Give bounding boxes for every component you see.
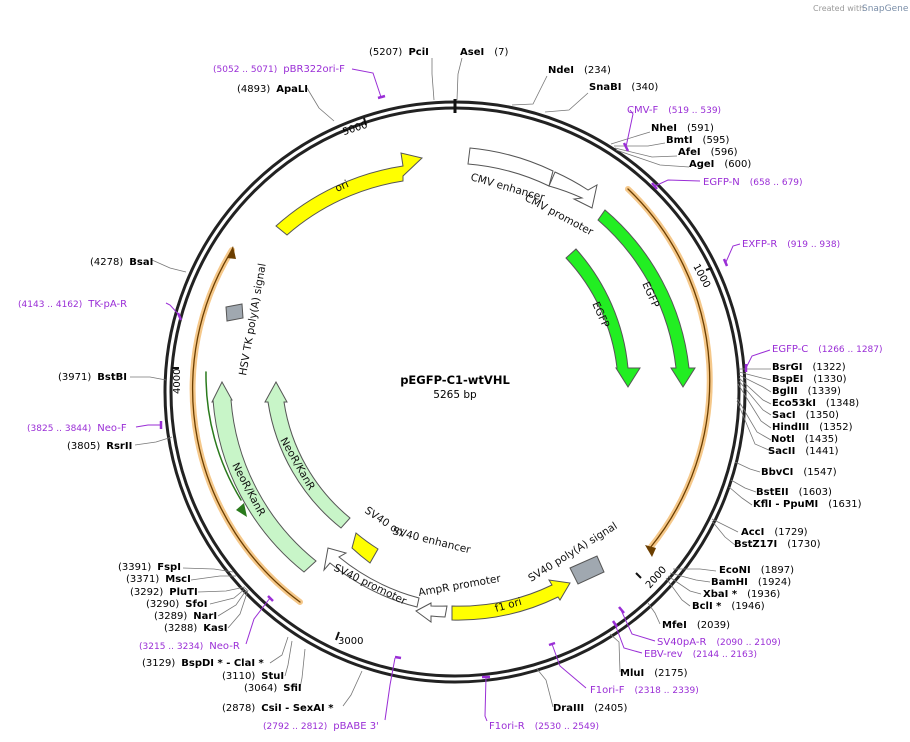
feature-arrow-sv40-promoter xyxy=(323,547,420,608)
enzyme-asei: AseI (7) xyxy=(460,47,508,58)
enzyme-agei: AgeI (600) xyxy=(689,159,751,170)
enzyme-acci: AccI (1729) xyxy=(741,527,808,538)
feature-arrow-f1-ori xyxy=(451,579,571,621)
enzyme-bstz17i: BstZ17I (1730) xyxy=(734,539,821,550)
enzyme-sacii: SacII (1441) xyxy=(768,446,839,457)
primer-neo-f: (3825 .. 3844) Neo-F xyxy=(27,423,127,434)
feature-label-hsv-tk-polya: HSV TK poly(A) signal xyxy=(237,262,269,376)
enzyme-bamhi: BamHI (1924) xyxy=(711,577,791,588)
feature-arrow-cmv-promoter xyxy=(548,171,598,209)
primer-tk-pa-r: (4143 .. 4162) TK-pA-R xyxy=(18,299,127,310)
enzyme-draiii: DraIII (2405) xyxy=(553,703,628,714)
enzyme-leaders xyxy=(130,57,772,708)
enzyme-bspdi-clai: (3129) BspDI * - ClaI * xyxy=(142,658,265,669)
primer-pbabe-3: (2792 .. 2812) pBABE 3' xyxy=(263,721,379,732)
enzyme-bcli: BclI * (1946) xyxy=(692,601,765,612)
arc-arrow-tk xyxy=(227,246,236,259)
credit-text: Created with xyxy=(813,4,864,13)
arc-arrow-egfp xyxy=(645,545,656,557)
enzyme-sfoi: (3290) SfoI xyxy=(146,599,207,610)
tick-4000: 4000 xyxy=(172,369,183,394)
enzyme-kfli-ppumi: KflI - PpuMI (1631) xyxy=(753,499,862,510)
feature-arrow-ori xyxy=(275,152,424,236)
feature-label-ori: ori xyxy=(333,178,350,195)
primer-egfp-c: EGFP-C (1266 .. 1287) xyxy=(772,344,883,355)
enzyme-nhei: NheI (591) xyxy=(651,123,714,134)
primer-f1ori-f: F1ori-F (2318 .. 2339) xyxy=(590,685,699,696)
enzyme-bsteii: BstEII (1603) xyxy=(756,487,832,498)
plasmid-name: pEGFP-C1-wtVHL xyxy=(400,373,510,387)
enzyme-apali: (4893) ApaLI xyxy=(237,84,308,95)
primer-egfp-n: EGFP-N (658 .. 679) xyxy=(703,177,803,188)
enzyme-sfii: (3064) SfiI xyxy=(244,683,302,694)
feature-arrow-ampr-promoter xyxy=(415,602,448,623)
feature-arrow-neor-outer xyxy=(211,380,317,573)
enzyme-saci: SacI (1350) xyxy=(772,410,839,421)
enzyme-econi: EcoNI (1897) xyxy=(719,565,794,576)
enzyme-hindiii: HindIII (1352) xyxy=(772,422,853,433)
enzyme-csii-sexai: (2878) CsiI - SexAI * xyxy=(222,703,334,714)
feature-arrow-egfp-outer xyxy=(597,209,696,388)
enzyme-pcii: (5207) PciI xyxy=(369,47,429,58)
feature-label-neor-inner: NeoR/KanR xyxy=(277,436,317,493)
enzyme-bstbi: (3971) BstBI xyxy=(58,372,127,383)
primer-pbr322ori-f: (5052 .. 5071) pBR322ori-F xyxy=(213,64,345,75)
enzyme-kasi: (3288) KasI xyxy=(164,623,227,634)
tick-3000: 3000 xyxy=(338,636,363,647)
enzyme-xbai: XbaI * (1936) xyxy=(703,589,780,600)
primer-cmv-f: CMV-F (519 .. 539) xyxy=(627,105,721,116)
plasmid-size: 5265 bp xyxy=(433,389,477,401)
enzyme-pluti: (3292) PluTI xyxy=(130,587,198,598)
enzyme-noti: NotI (1435) xyxy=(771,434,838,445)
feature-label-ampr-promoter: AmpR promoter xyxy=(417,573,502,599)
feature-arrows xyxy=(211,147,696,623)
feature-arrow-hsv-tk-polya xyxy=(225,303,244,322)
primer-neo-r: (3215 .. 3234) Neo-R xyxy=(139,641,240,652)
enzyme-nari: (3289) NarI xyxy=(154,611,217,622)
enzyme-bmti: BmtI (595) xyxy=(666,135,730,146)
enzyme-ndei: NdeI (234) xyxy=(548,65,611,76)
enzyme-stui: (3110) StuI xyxy=(222,671,284,682)
feature-label-sv40-enhancer: SV40 enhancer xyxy=(391,525,472,556)
primer-arcs xyxy=(189,186,713,605)
enzyme-bsai: (4278) BsaI xyxy=(90,257,153,268)
arc-arrow-neo xyxy=(236,503,247,517)
feature-arrow-neor-inner xyxy=(264,380,351,529)
primer-ebv-rev: EBV-rev (2144 .. 2163) xyxy=(644,649,757,660)
enzyme-msci: (3371) MscI xyxy=(126,574,191,585)
enzyme-bglii: BglII (1339) xyxy=(772,386,841,397)
enzyme-bspei: BspEI (1330) xyxy=(772,374,847,385)
enzyme-bbvci: BbvCI (1547) xyxy=(761,467,837,478)
enzyme-labels: (5207) PciI AseI (7) NdeI (234) SnaBI (340)… xyxy=(58,47,862,714)
feature-label-sv40-promoter: SV40 promoter xyxy=(332,562,409,608)
enzyme-snabi: SnaBI (340) xyxy=(589,82,658,93)
primer-leaders xyxy=(135,68,771,722)
feature-arrow-sv40-ori xyxy=(351,532,379,564)
enzyme-bsrgi: BsrGI (1322) xyxy=(772,362,846,373)
primer-exfp-r: EXFP-R (919 .. 938) xyxy=(742,239,840,250)
feature-arrow-sv40-polya xyxy=(569,555,605,585)
enzyme-eco53ki: Eco53kI (1348) xyxy=(772,398,859,409)
enzyme-afei: AfeI (596) xyxy=(678,147,738,158)
primer-f1ori-r: F1ori-R (2530 .. 2549) xyxy=(489,721,599,732)
enzyme-mfei: MfeI (2039) xyxy=(662,620,730,631)
tick-2000: 2000 xyxy=(644,565,669,591)
enzyme-fspi: (3391) FspI xyxy=(118,562,181,573)
primer-sv40pa-r: SV40pA-R (2090 .. 2109) xyxy=(657,637,781,648)
credit-logo: SnapGene xyxy=(862,4,909,14)
primer-labels: (5052 .. 5071) pBR322ori-F CMV-F (519 .. 5… xyxy=(18,64,883,732)
enzyme-mlui: MluI (2175) xyxy=(620,668,688,679)
feature-arrow-egfp-inner xyxy=(565,248,641,388)
enzyme-rsrii: (3805) RsrII xyxy=(67,441,132,452)
